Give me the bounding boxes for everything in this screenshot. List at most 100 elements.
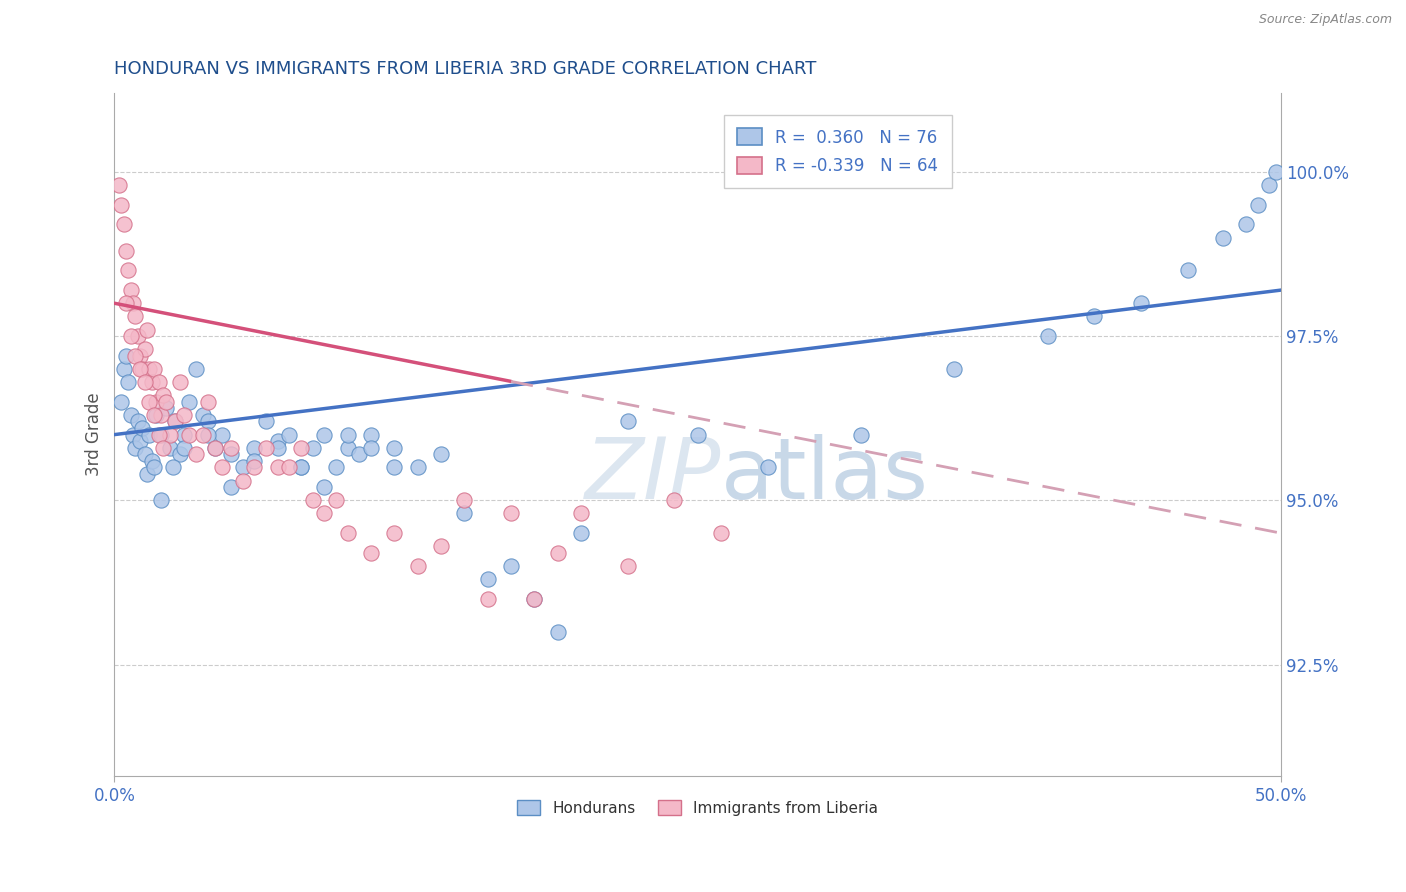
Point — [360, 441, 382, 455]
Point — [152, 388, 174, 402]
Point — [177, 394, 200, 409]
Point — [499, 559, 522, 574]
Point — [1265, 165, 1288, 179]
Point — [143, 362, 166, 376]
Point — [499, 507, 522, 521]
Point — [141, 375, 163, 389]
Point — [115, 349, 138, 363]
Point — [278, 427, 301, 442]
Point — [219, 480, 242, 494]
Point — [155, 401, 177, 416]
Point — [325, 493, 347, 508]
Point — [134, 342, 156, 356]
Point — [108, 178, 131, 192]
Point — [710, 526, 733, 541]
Point — [314, 507, 336, 521]
Point — [290, 441, 312, 455]
Point — [290, 460, 312, 475]
Point — [136, 467, 159, 481]
Point — [120, 408, 142, 422]
Point — [143, 408, 166, 422]
Point — [616, 415, 638, 429]
Point — [243, 441, 266, 455]
Point — [406, 559, 429, 574]
Point — [1234, 218, 1257, 232]
Point — [382, 460, 405, 475]
Point — [477, 591, 499, 606]
Point — [184, 362, 207, 376]
Legend: Hondurans, Immigrants from Liberia: Hondurans, Immigrants from Liberia — [509, 792, 886, 823]
Point — [243, 460, 266, 475]
Point — [547, 546, 569, 560]
Point — [219, 441, 242, 455]
Point — [165, 415, 187, 429]
Point — [406, 460, 429, 475]
Point — [278, 460, 301, 475]
Point — [290, 460, 312, 475]
Point — [150, 408, 173, 422]
Point — [267, 460, 290, 475]
Point — [1258, 178, 1281, 192]
Point — [204, 441, 226, 455]
Point — [173, 427, 195, 442]
Point — [148, 375, 170, 389]
Point — [169, 375, 191, 389]
Point — [138, 394, 160, 409]
Point — [143, 460, 166, 475]
Point — [211, 427, 233, 442]
Text: ZIP: ZIP — [585, 434, 721, 517]
Point — [129, 434, 152, 449]
Point — [336, 441, 359, 455]
Point — [131, 421, 153, 435]
Point — [138, 427, 160, 442]
Point — [232, 474, 254, 488]
Point — [360, 427, 382, 442]
Point — [173, 441, 195, 455]
Point — [127, 329, 149, 343]
Point — [569, 507, 592, 521]
Point — [197, 427, 219, 442]
Text: HONDURAN VS IMMIGRANTS FROM LIBERIA 3RD GRADE CORRELATION CHART: HONDURAN VS IMMIGRANTS FROM LIBERIA 3RD … — [114, 60, 817, 78]
Point — [325, 460, 347, 475]
Point — [110, 394, 132, 409]
Point — [184, 447, 207, 461]
Point — [211, 460, 233, 475]
Point — [523, 591, 546, 606]
Point — [159, 427, 181, 442]
Point — [177, 427, 200, 442]
Point — [127, 415, 149, 429]
Point — [159, 441, 181, 455]
Y-axis label: 3rd Grade: 3rd Grade — [86, 392, 103, 476]
Point — [267, 434, 290, 449]
Point — [1246, 197, 1268, 211]
Point — [124, 349, 146, 363]
Point — [314, 480, 336, 494]
Point — [148, 427, 170, 442]
Point — [314, 427, 336, 442]
Point — [134, 447, 156, 461]
Point — [943, 362, 966, 376]
Point — [124, 441, 146, 455]
Point — [110, 197, 132, 211]
Point — [141, 454, 163, 468]
Point — [1036, 329, 1059, 343]
Point — [349, 447, 371, 461]
Point — [232, 460, 254, 475]
Point — [1083, 310, 1105, 324]
Point — [138, 362, 160, 376]
Point — [849, 427, 872, 442]
Point — [1212, 230, 1234, 244]
Point — [664, 493, 686, 508]
Point — [150, 493, 173, 508]
Point — [191, 408, 214, 422]
Point — [120, 329, 142, 343]
Point — [165, 415, 187, 429]
Point — [477, 572, 499, 586]
Text: atlas: atlas — [721, 434, 929, 517]
Point — [152, 441, 174, 455]
Point — [382, 526, 405, 541]
Point — [204, 441, 226, 455]
Point — [301, 441, 323, 455]
Point — [243, 454, 266, 468]
Point — [360, 546, 382, 560]
